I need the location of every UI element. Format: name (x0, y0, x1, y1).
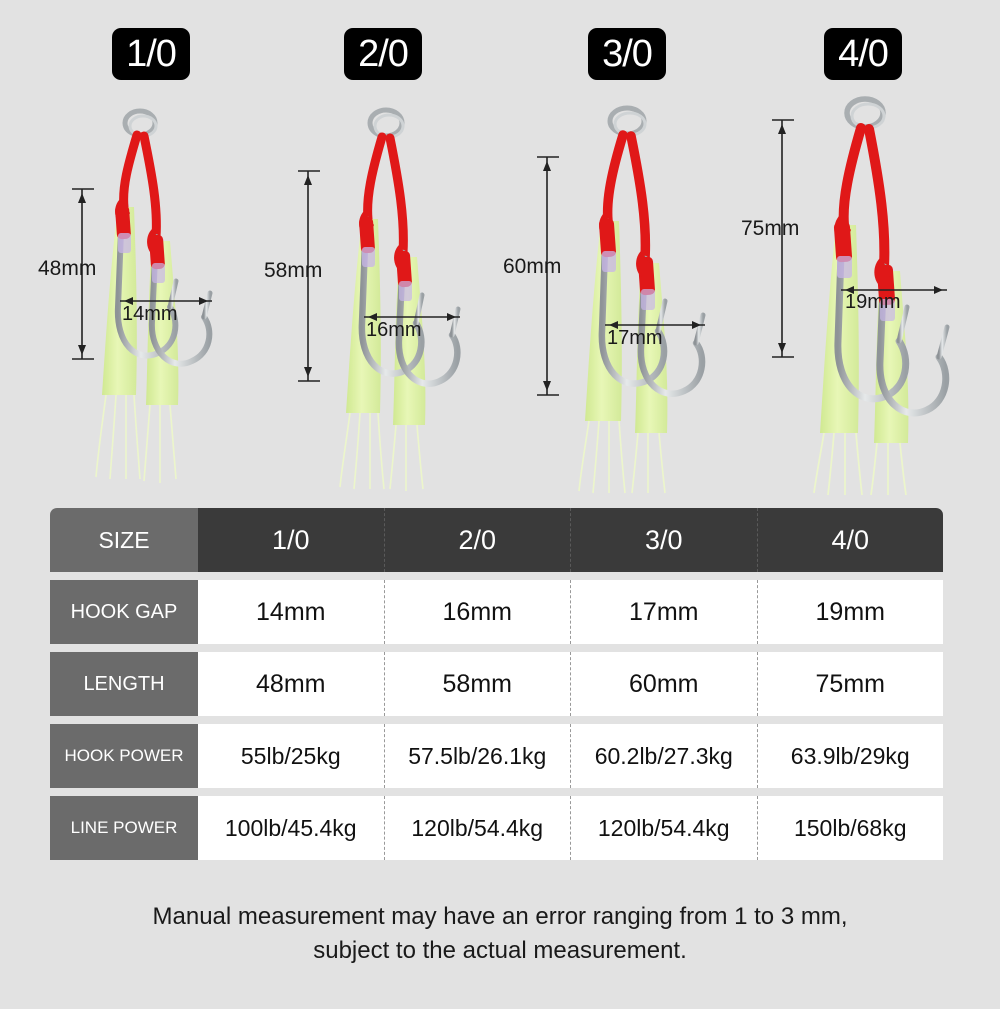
row-label-length: LENGTH (50, 652, 198, 716)
hook-gap-cell-3: 17mm (570, 580, 757, 644)
assist-hook-graphic (72, 108, 213, 483)
hook-power-cell-3: 60.2lb/27.3kg (570, 724, 757, 788)
length-label-2-0: 58mm (264, 259, 323, 282)
disclaimer-line-2: subject to the actual measurement. (313, 937, 687, 964)
table-row-length: LENGTH 48mm 58mm 60mm 75mm (50, 652, 943, 716)
row-label-hook-gap: HOOK GAP (50, 580, 198, 644)
length-cell-3: 60mm (570, 652, 757, 716)
measurement-disclaimer: Manual measurement may have an error ran… (0, 900, 1000, 968)
length-cell-4: 75mm (756, 652, 944, 716)
hook-illustration-1-0: 48mm 14mm (38, 95, 290, 495)
length-cell-1: 48mm (256, 669, 326, 698)
hook-gap-cell-2: 16mm (383, 580, 571, 644)
size-badge-1-0: 1/0 (112, 28, 190, 80)
hook-gap-cell-1: 14mm (256, 597, 326, 626)
gap-label-1-0: 14mm (122, 303, 178, 325)
spec-table: SIZE 1/0 2/0 3/0 4/0 HOOK GAP 14mm 16mm … (50, 508, 943, 860)
length-dimension-line (72, 188, 94, 360)
hook-illustration-3-0: 60mm 17mm (503, 95, 755, 495)
size-badge-2-0: 2/0 (344, 28, 422, 80)
length-label-4-0: 75mm (741, 217, 800, 240)
table-row-line-power: LINE POWER 100lb/45.4kg 120lb/54.4kg 120… (50, 796, 943, 860)
hook-gap-cells: 14mm 16mm 17mm 19mm (198, 580, 943, 644)
line-power-cell-1: 100lb/45.4kg (224, 814, 357, 841)
table-header-row: SIZE 1/0 2/0 3/0 4/0 (50, 508, 943, 572)
size-badge-4-0: 4/0 (824, 28, 902, 80)
assist-hook-graphic (298, 107, 461, 491)
line-power-cells: 100lb/45.4kg 120lb/54.4kg 120lb/54.4kg 1… (198, 796, 943, 860)
header-cell-3: 3/0 (570, 508, 757, 572)
hook-illustration-row: 48mm 14mm (0, 95, 1000, 495)
length-dimension-line (298, 170, 320, 382)
row-label-size: SIZE (50, 508, 198, 572)
length-cells: 48mm 58mm 60mm 75mm (198, 652, 943, 716)
size-badge-3-0: 3/0 (588, 28, 666, 80)
line-power-cell-3: 120lb/54.4kg (570, 796, 757, 860)
length-dimension-line (537, 156, 559, 396)
header-cells: 1/0 2/0 3/0 4/0 (198, 508, 943, 572)
hook-gap-cell-4: 19mm (756, 580, 944, 644)
table-row-hook-power: HOOK POWER 55lb/25kg 57.5lb/26.1kg 60.2l… (50, 724, 943, 788)
hook-power-cells: 55lb/25kg 57.5lb/26.1kg 60.2lb/27.3kg 63… (198, 724, 943, 788)
line-power-cell-4: 150lb/68kg (756, 796, 944, 860)
gap-label-2-0: 16mm (366, 319, 422, 341)
hook-illustration-2-0: 58mm 16mm (264, 95, 518, 495)
header-cell-1: 1/0 (271, 524, 310, 555)
length-label-1-0: 48mm (38, 257, 97, 280)
hook-power-cell-4: 63.9lb/29kg (756, 724, 944, 788)
table-row-hook-gap: HOOK GAP 14mm 16mm 17mm 19mm (50, 580, 943, 644)
disclaimer-line-1: Manual measurement may have an error ran… (152, 903, 848, 930)
header-cell-2: 2/0 (383, 508, 571, 572)
hook-power-cell-2: 57.5lb/26.1kg (383, 724, 571, 788)
length-label-3-0: 60mm (503, 255, 562, 278)
hook-power-cell-1: 55lb/25kg (240, 742, 341, 769)
gap-label-4-0: 19mm (845, 291, 901, 313)
hook-illustration-4-0: 75mm 19mm (735, 95, 990, 495)
assist-hook-graphic (772, 96, 950, 495)
row-label-line-power: LINE POWER (50, 796, 198, 860)
line-power-cell-2: 120lb/54.4kg (383, 796, 571, 860)
assist-hook-graphic (537, 105, 706, 494)
header-cell-4: 4/0 (756, 508, 944, 572)
length-dimension-line (772, 119, 794, 358)
gap-label-3-0: 17mm (607, 327, 663, 349)
row-label-hook-power: HOOK POWER (50, 724, 198, 788)
length-cell-2: 58mm (383, 652, 571, 716)
size-badge-row: 1/0 2/0 3/0 4/0 (0, 28, 1000, 80)
